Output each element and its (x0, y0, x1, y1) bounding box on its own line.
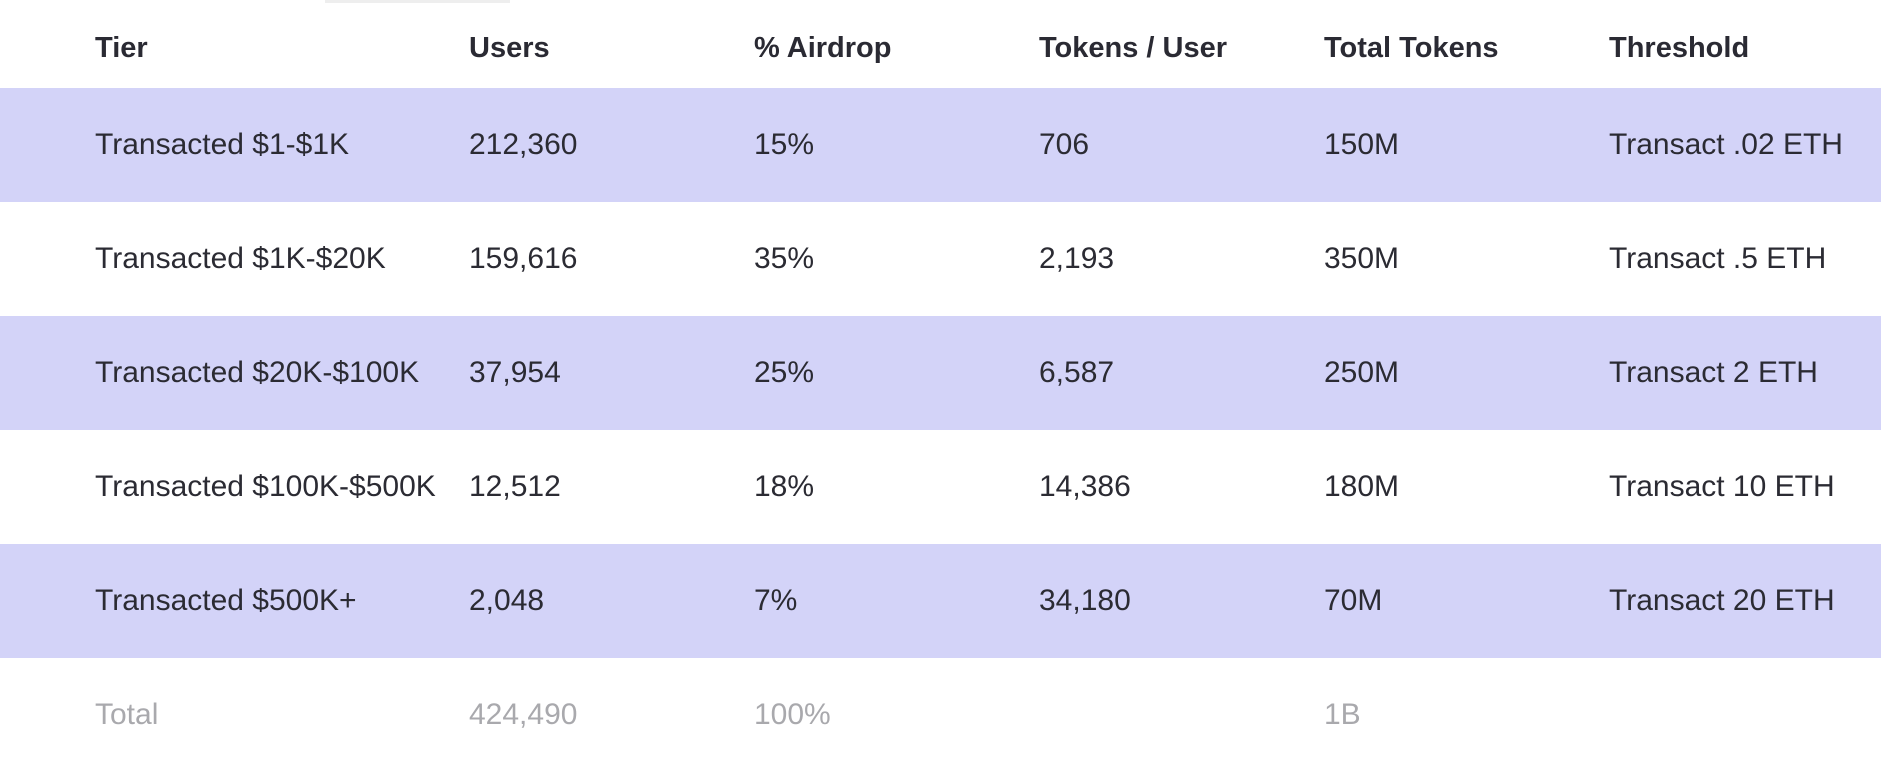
header-airdrop-percent: % Airdrop (754, 31, 892, 64)
cell-total-tokens: 150M (1324, 128, 1400, 161)
cell-threshold: Transact 10 ETH (1609, 470, 1835, 503)
cell-tier: Transacted $500K+ (95, 584, 357, 617)
table-header-row: Tier Users % Airdrop Tokens / User Total… (0, 0, 1881, 88)
cell-users: 2,048 (469, 584, 545, 617)
table-row: Transacted $100K-$500K 12,512 18% 14,386… (0, 430, 1881, 544)
table-total-row: Total 424,490 100% 1B (0, 658, 1881, 761)
cell-tokens-per-user: 14,386 (1039, 470, 1131, 503)
cell-airdrop-percent: 7% (754, 584, 798, 617)
cell-total-tokens: 350M (1324, 242, 1400, 275)
header-total-tokens: Total Tokens (1324, 31, 1499, 64)
cell-users: 159,616 (469, 242, 578, 275)
cell-users: 37,954 (469, 356, 561, 389)
cell-tier: Transacted $1-$1K (95, 128, 350, 161)
cell-tier: Transacted $100K-$500K (95, 470, 436, 503)
cell-threshold: Transact .02 ETH (1609, 128, 1843, 161)
cell-airdrop-percent: 18% (754, 470, 815, 503)
total-users: 424,490 (469, 698, 578, 731)
cell-airdrop-percent: 15% (754, 128, 815, 161)
cell-threshold: Transact 20 ETH (1609, 584, 1835, 617)
cell-users: 12,512 (469, 470, 561, 503)
header-tier: Tier (95, 31, 148, 64)
header-users: Users (469, 31, 550, 64)
cell-tokens-per-user: 6,587 (1039, 356, 1115, 389)
cell-total-tokens: 250M (1324, 356, 1400, 389)
table-row: Transacted $500K+ 2,048 7% 34,180 70M Tr… (0, 544, 1881, 658)
total-total-tokens: 1B (1324, 698, 1361, 731)
cell-tokens-per-user: 2,193 (1039, 242, 1115, 275)
cell-airdrop-percent: 25% (754, 356, 815, 389)
total-airdrop-percent: 100% (754, 698, 831, 731)
table-row: Transacted $1-$1K 212,360 15% 706 150M T… (0, 88, 1881, 202)
cell-users: 212,360 (469, 128, 578, 161)
cell-threshold: Transact .5 ETH (1609, 242, 1827, 275)
cell-tokens-per-user: 34,180 (1039, 584, 1131, 617)
cell-total-tokens: 180M (1324, 470, 1400, 503)
header-threshold: Threshold (1609, 31, 1750, 64)
cell-tier: Transacted $1K-$20K (95, 242, 386, 275)
cell-total-tokens: 70M (1324, 584, 1383, 617)
cell-tier: Transacted $20K-$100K (95, 356, 420, 389)
header-tokens-per-user: Tokens / User (1039, 31, 1228, 64)
cell-airdrop-percent: 35% (754, 242, 815, 275)
total-label: Total (95, 698, 159, 731)
cell-tokens-per-user: 706 (1039, 128, 1090, 161)
cell-threshold: Transact 2 ETH (1609, 356, 1818, 389)
top-divider (325, 0, 510, 3)
table-row: Transacted $1K-$20K 159,616 35% 2,193 35… (0, 202, 1881, 316)
table-row: Transacted $20K-$100K 37,954 25% 6,587 2… (0, 316, 1881, 430)
